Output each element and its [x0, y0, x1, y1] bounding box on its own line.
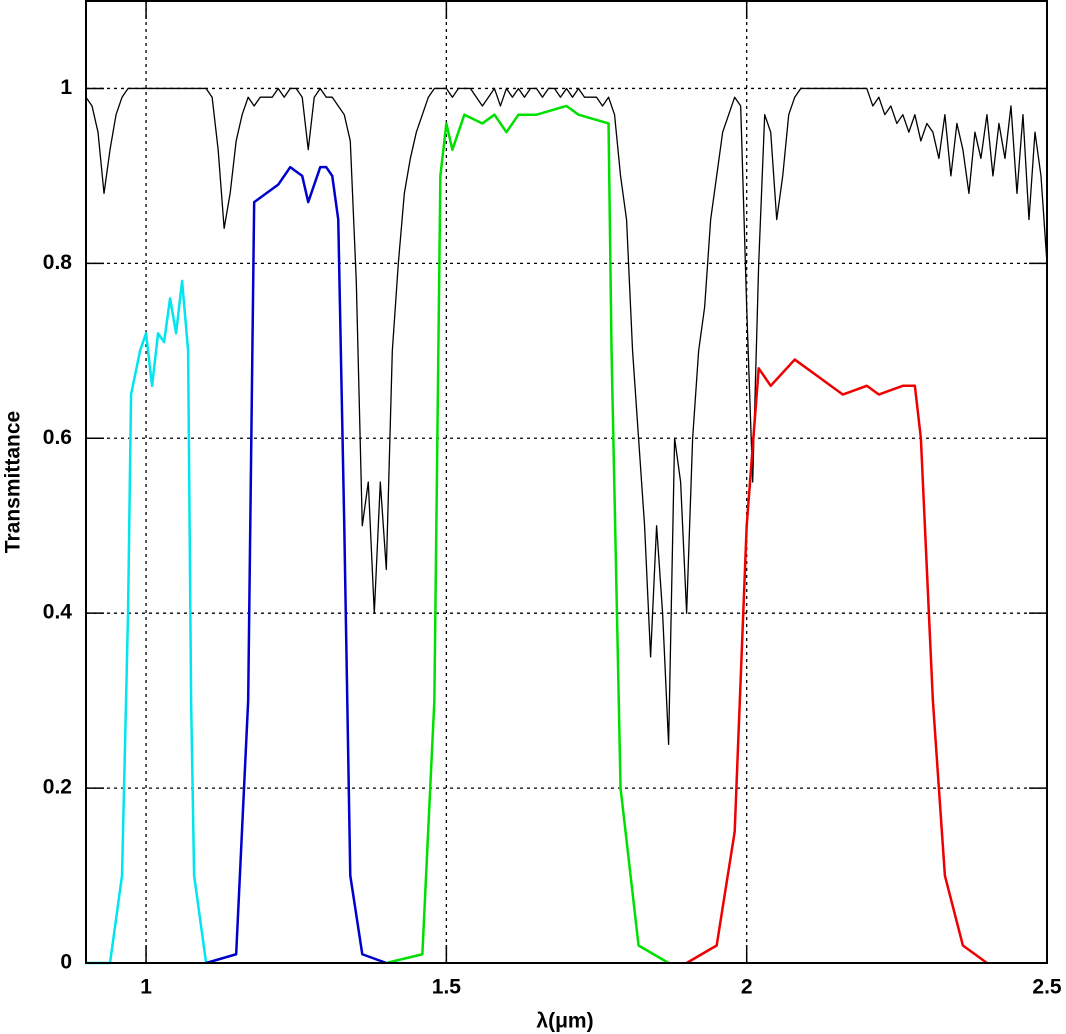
- series-line: [205, 165, 387, 965]
- series-line: [386, 104, 670, 965]
- series-line: [685, 358, 988, 965]
- plot-frame: [85, 0, 1048, 964]
- x-tick-label: 1.5: [432, 976, 462, 999]
- x-tick-label: 1: [140, 976, 152, 999]
- x-tick-label: 2: [741, 976, 753, 999]
- y-tick-label: 0: [60, 951, 72, 974]
- x-axis-label: λ(μm): [536, 1010, 593, 1033]
- y-tick-label: 0.8: [43, 251, 73, 274]
- y-axis-label: Transmittance: [2, 411, 25, 553]
- y-tick-label: 0.6: [43, 426, 72, 449]
- y-tick-label: 1: [60, 76, 72, 99]
- y-tick-label: 0.4: [43, 601, 73, 624]
- y-tick-label: 0.2: [43, 776, 72, 799]
- x-tick-label: 2.5: [1032, 976, 1062, 999]
- series-line: [86, 279, 208, 965]
- series-line: [85, 87, 1048, 746]
